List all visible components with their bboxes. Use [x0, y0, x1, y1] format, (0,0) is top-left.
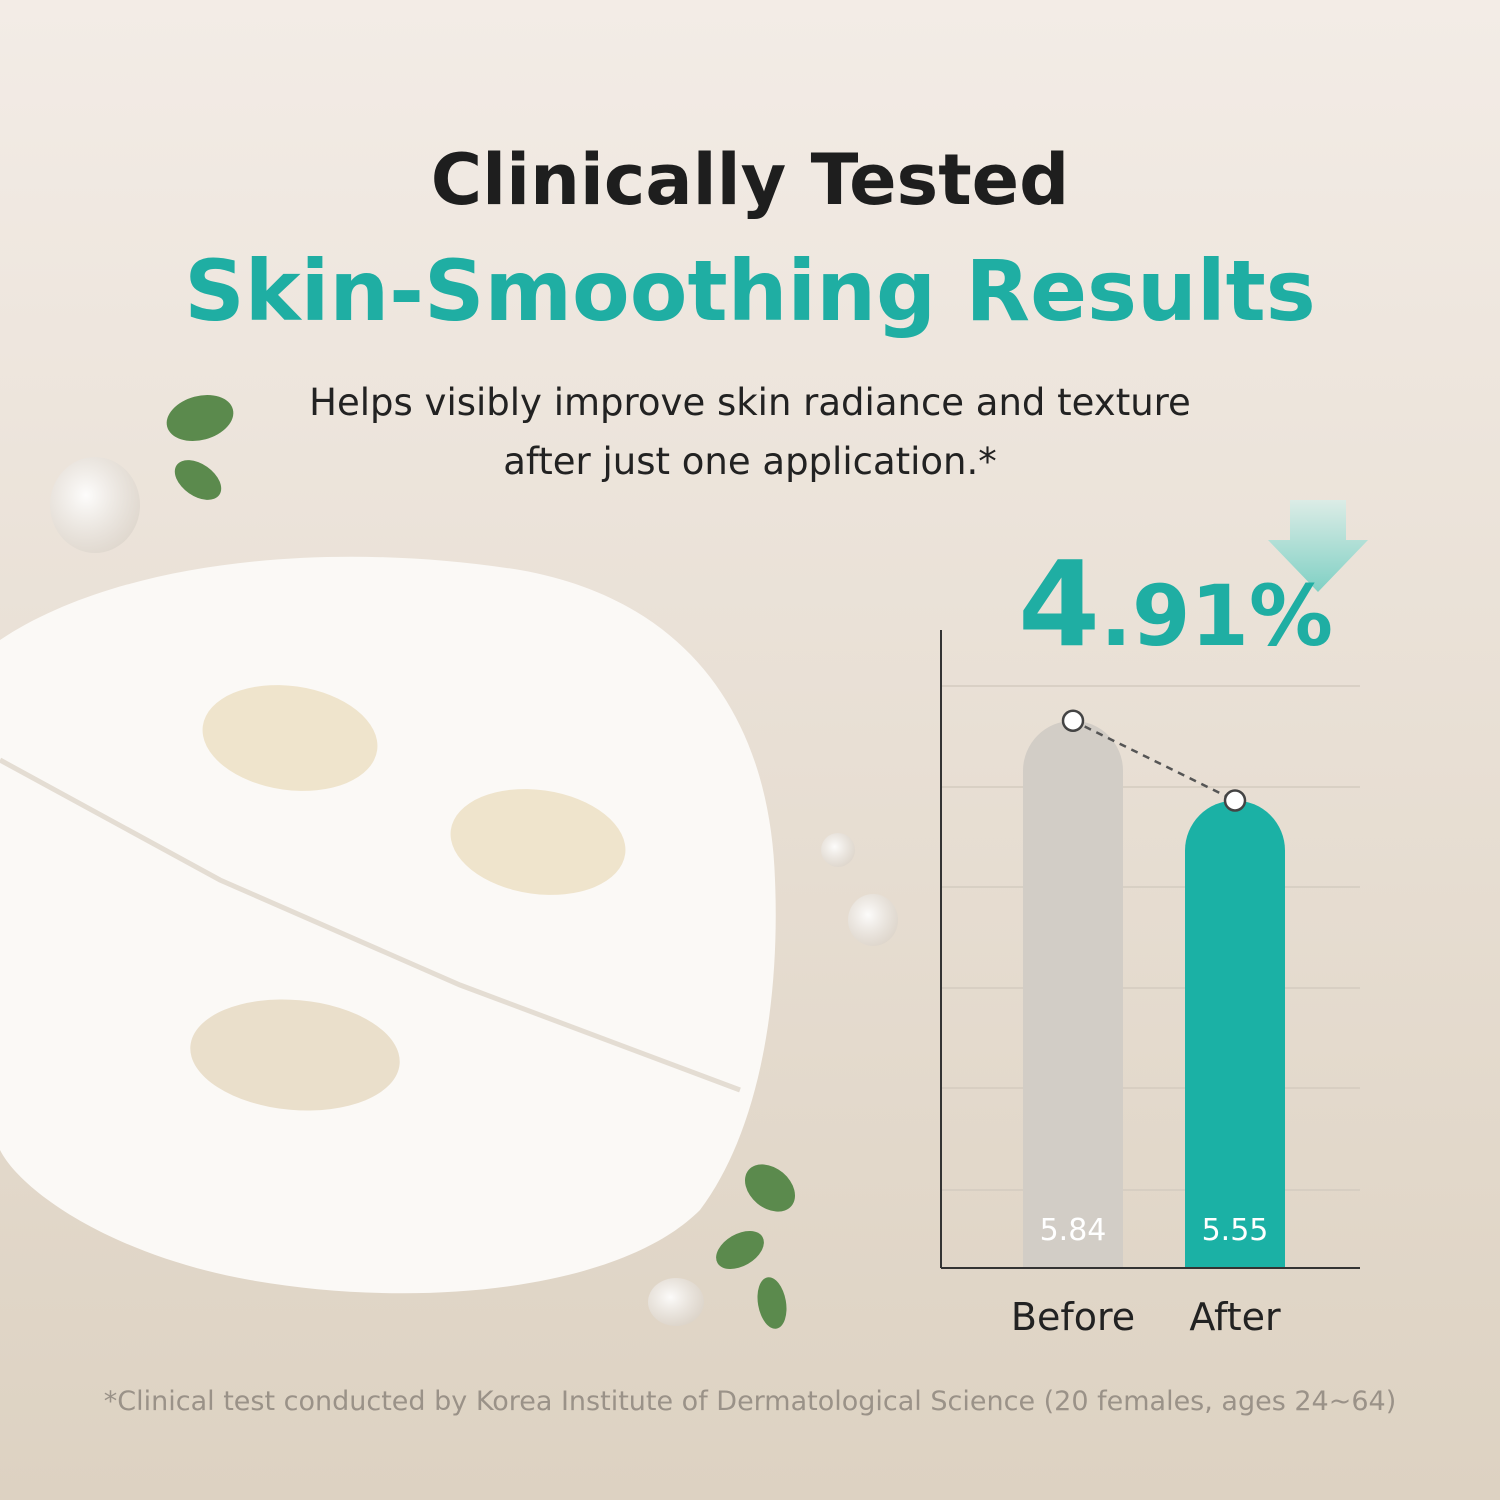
decoration-leaves: [166, 394, 796, 1329]
x-tick-label: Before: [1011, 1295, 1135, 1339]
grid: [941, 685, 1360, 1191]
point: [1061, 709, 1085, 732]
description-line: Helps visibly improve skin radiance and …: [309, 381, 1191, 424]
bar: [1185, 800, 1285, 1268]
bar: [1023, 720, 1123, 1268]
value-label: 5.55: [1202, 1213, 1269, 1248]
footnote: *Clinical test conducted by Korea Instit…: [104, 1386, 1396, 1417]
title: Clinically Tested: [431, 139, 1070, 221]
point: [1223, 789, 1247, 812]
decoration-drops: [50, 457, 898, 1326]
description-line: after just one application.*: [503, 440, 997, 483]
trend-line: [1072, 719, 1236, 802]
annotation: 4.91%: [1018, 535, 1333, 673]
subtitle: Skin-Smoothing Results: [184, 242, 1316, 340]
plot: 5.84 Before 5.55 After: [1011, 709, 1285, 1339]
sheet-mask: [0, 556, 776, 1294]
value-label: 5.84: [1040, 1213, 1107, 1248]
x-tick-label: After: [1189, 1295, 1281, 1339]
decrease-arrow: [1268, 500, 1368, 592]
